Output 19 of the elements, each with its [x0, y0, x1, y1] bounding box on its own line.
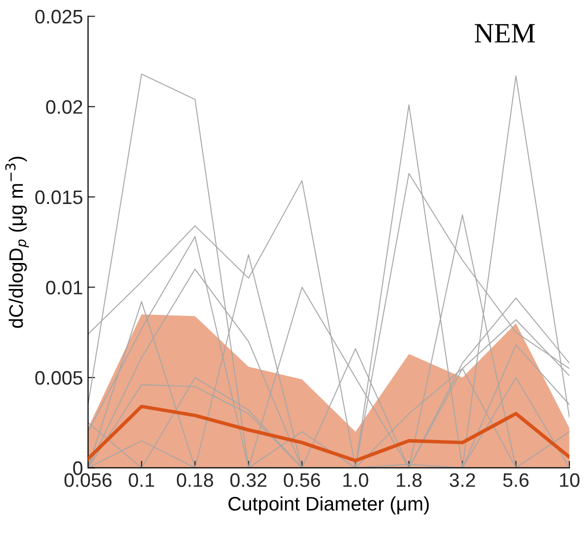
x-tick-label: 5.6	[503, 473, 529, 487]
x-tick-label: 0.56	[284, 473, 320, 487]
x-tick-label: 1.0	[343, 473, 368, 487]
y-tick-label: 0.02	[46, 100, 82, 114]
y-tick-label: 0.015	[35, 190, 82, 204]
y-axis-title: dC/dlogD$_{p}$ (μg m$^{−3}$)	[5, 156, 29, 328]
x-tick-label: 3.2	[450, 473, 475, 487]
y-tick-label: 0.025	[35, 10, 82, 24]
y-tick-label: 0.01	[46, 280, 82, 294]
x-tick-label: 10	[560, 473, 580, 487]
x-tick-label: 0.18	[176, 473, 214, 487]
x-tick-label: 0.056	[64, 473, 112, 487]
x-axis-title: Cutpoint Diameter (μm)	[228, 496, 429, 515]
y-tick-label: 0	[73, 461, 82, 476]
y-tick-label: 0.005	[35, 371, 82, 385]
x-tick-label: 0.32	[230, 473, 266, 487]
annotation: NEM	[474, 24, 535, 42]
x-tick-label: 1.8	[396, 473, 422, 487]
x-tick-label: 0.1	[128, 473, 154, 487]
